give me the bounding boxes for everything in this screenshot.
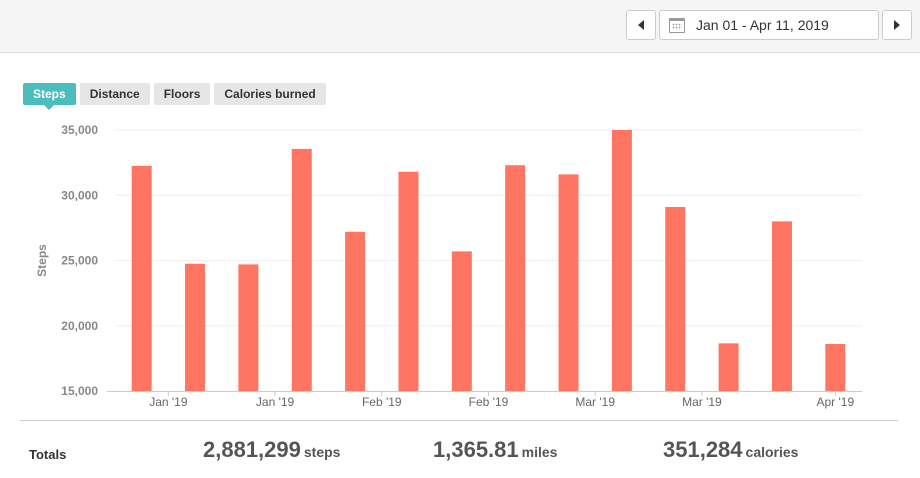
x-tick-label: Apr '19: [816, 395, 854, 409]
top-bar: Jan 01 - Apr 11, 2019: [0, 0, 920, 53]
bar: [505, 165, 526, 391]
date-range-text: Jan 01 - Apr 11, 2019: [696, 17, 829, 33]
total-distance: 1,365.81 miles: [433, 437, 557, 463]
x-tick-label: Mar '19: [575, 395, 615, 409]
bar: [665, 206, 686, 391]
caret-right-icon: [894, 20, 900, 30]
totals-label: Totals: [29, 447, 67, 462]
bar: [345, 231, 366, 391]
y-tick-label: 20,000: [61, 319, 98, 333]
steps-bar-chart: 15,000 20,000 25,000 30,000 35,000 Jan '19 Jan…: [35, 123, 862, 409]
y-tick-label: 25,000: [61, 254, 98, 268]
date-range-picker[interactable]: Jan 01 - Apr 11, 2019: [659, 10, 879, 40]
total-calories-unit: calories: [745, 444, 799, 460]
bar: [611, 130, 632, 391]
bar: [718, 343, 739, 391]
x-tick-label: Jan '19: [149, 395, 188, 409]
y-tick-label: 35,000: [61, 123, 98, 137]
bar: [825, 344, 846, 391]
bar: [238, 264, 259, 391]
bar: [291, 148, 312, 391]
tab-calories-burned[interactable]: Calories burned: [214, 83, 326, 105]
total-distance-unit: miles: [521, 444, 558, 460]
bar: [558, 174, 579, 391]
total-distance-value: 1,365.81: [433, 437, 519, 462]
total-steps-value: 2,881,299: [203, 437, 301, 462]
caret-left-icon: [638, 20, 644, 30]
total-steps: 2,881,299 steps: [203, 437, 340, 463]
metric-tabs: Steps Distance Floors Calories burned: [23, 83, 326, 110]
bar: [185, 263, 206, 391]
x-tick-label: Feb '19: [362, 395, 402, 409]
total-calories-value: 351,284: [663, 437, 743, 462]
x-tick-label: Jan '19: [256, 395, 295, 409]
y-tick-label: 15,000: [61, 384, 98, 398]
calendar-icon: [669, 17, 685, 33]
y-tick-label: 30,000: [61, 188, 98, 202]
total-calories: 351,284 calories: [663, 437, 798, 463]
tab-distance[interactable]: Distance: [79, 83, 150, 105]
bar: [771, 221, 792, 391]
bar: [451, 251, 472, 391]
bar: [131, 165, 152, 391]
tab-floors[interactable]: Floors: [153, 83, 211, 105]
totals-row: Totals 2,881,299 steps 1,365.81 miles 351,…: [20, 420, 898, 478]
y-axis-label: Steps: [35, 244, 49, 277]
bar: [398, 171, 419, 391]
total-steps-unit: steps: [303, 444, 341, 460]
tab-steps[interactable]: Steps: [23, 83, 76, 110]
previous-range-button[interactable]: [626, 10, 656, 40]
x-tick-label: Feb '19: [469, 395, 509, 409]
next-range-button[interactable]: [882, 10, 912, 40]
x-tick-label: Mar '19: [682, 395, 722, 409]
